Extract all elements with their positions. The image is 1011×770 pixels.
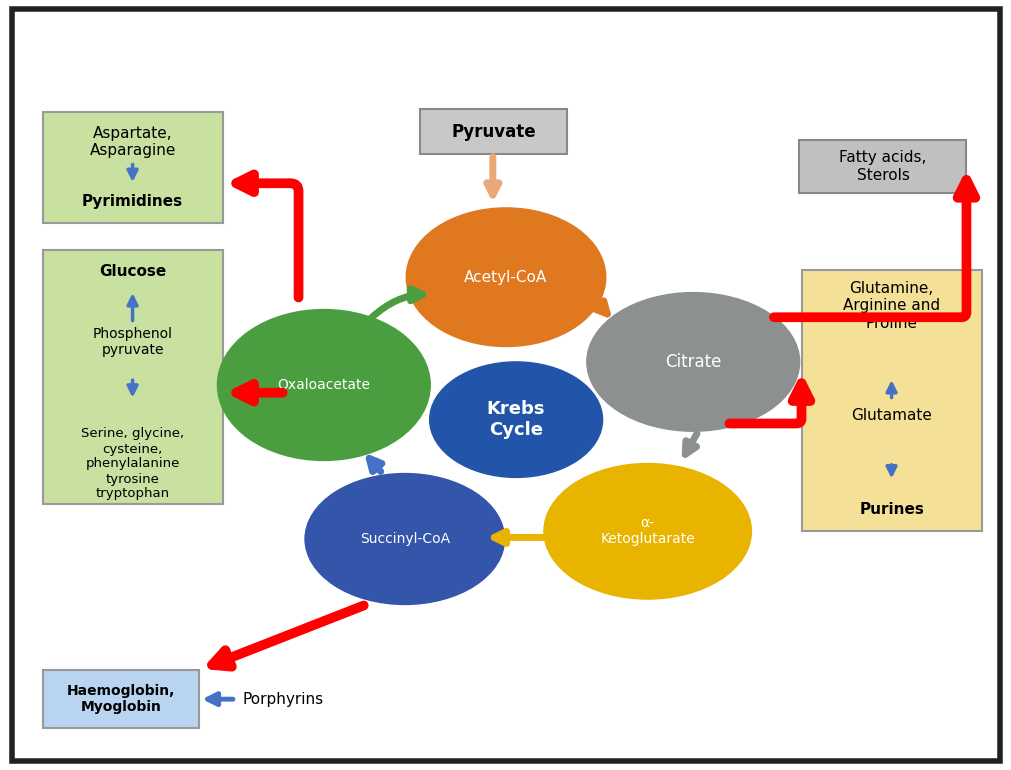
Ellipse shape <box>405 208 606 346</box>
Text: Succinyl-CoA: Succinyl-CoA <box>359 532 450 546</box>
Text: Porphyrins: Porphyrins <box>243 691 324 707</box>
Text: Purines: Purines <box>858 503 923 517</box>
Text: Acetyl-CoA: Acetyl-CoA <box>464 270 547 285</box>
Text: Pyrimidines: Pyrimidines <box>82 195 183 209</box>
Ellipse shape <box>304 474 504 604</box>
Text: Fatty acids,
Sterols: Fatty acids, Sterols <box>838 150 926 182</box>
Text: Pyruvate: Pyruvate <box>451 122 535 141</box>
Text: Glutamine,
Arginine and
Proline: Glutamine, Arginine and Proline <box>842 281 939 331</box>
FancyBboxPatch shape <box>42 670 199 728</box>
Text: Aspartate,
Asparagine: Aspartate, Asparagine <box>89 126 176 158</box>
FancyBboxPatch shape <box>799 140 966 192</box>
Text: Citrate: Citrate <box>664 353 721 371</box>
FancyBboxPatch shape <box>420 109 566 154</box>
Ellipse shape <box>430 362 602 477</box>
Ellipse shape <box>217 310 430 460</box>
Text: Oxaloacetate: Oxaloacetate <box>277 378 370 392</box>
FancyBboxPatch shape <box>12 9 999 761</box>
Text: Glutamate: Glutamate <box>850 408 931 423</box>
Text: Glucose: Glucose <box>99 264 166 279</box>
Text: α-
Ketoglutarate: α- Ketoglutarate <box>600 516 695 547</box>
Ellipse shape <box>543 464 751 599</box>
FancyBboxPatch shape <box>42 250 222 504</box>
FancyBboxPatch shape <box>42 112 222 223</box>
Text: Phosphenol
pyruvate: Phosphenol pyruvate <box>92 327 173 357</box>
Ellipse shape <box>586 293 799 431</box>
Text: Serine, glycine,
cysteine,
phenylalanine
tyrosine
tryptophan: Serine, glycine, cysteine, phenylalanine… <box>81 427 184 500</box>
Text: Haemoglobin,
Myoglobin: Haemoglobin, Myoglobin <box>67 684 175 714</box>
Text: Krebs
Cycle: Krebs Cycle <box>486 400 545 439</box>
FancyBboxPatch shape <box>801 270 981 531</box>
